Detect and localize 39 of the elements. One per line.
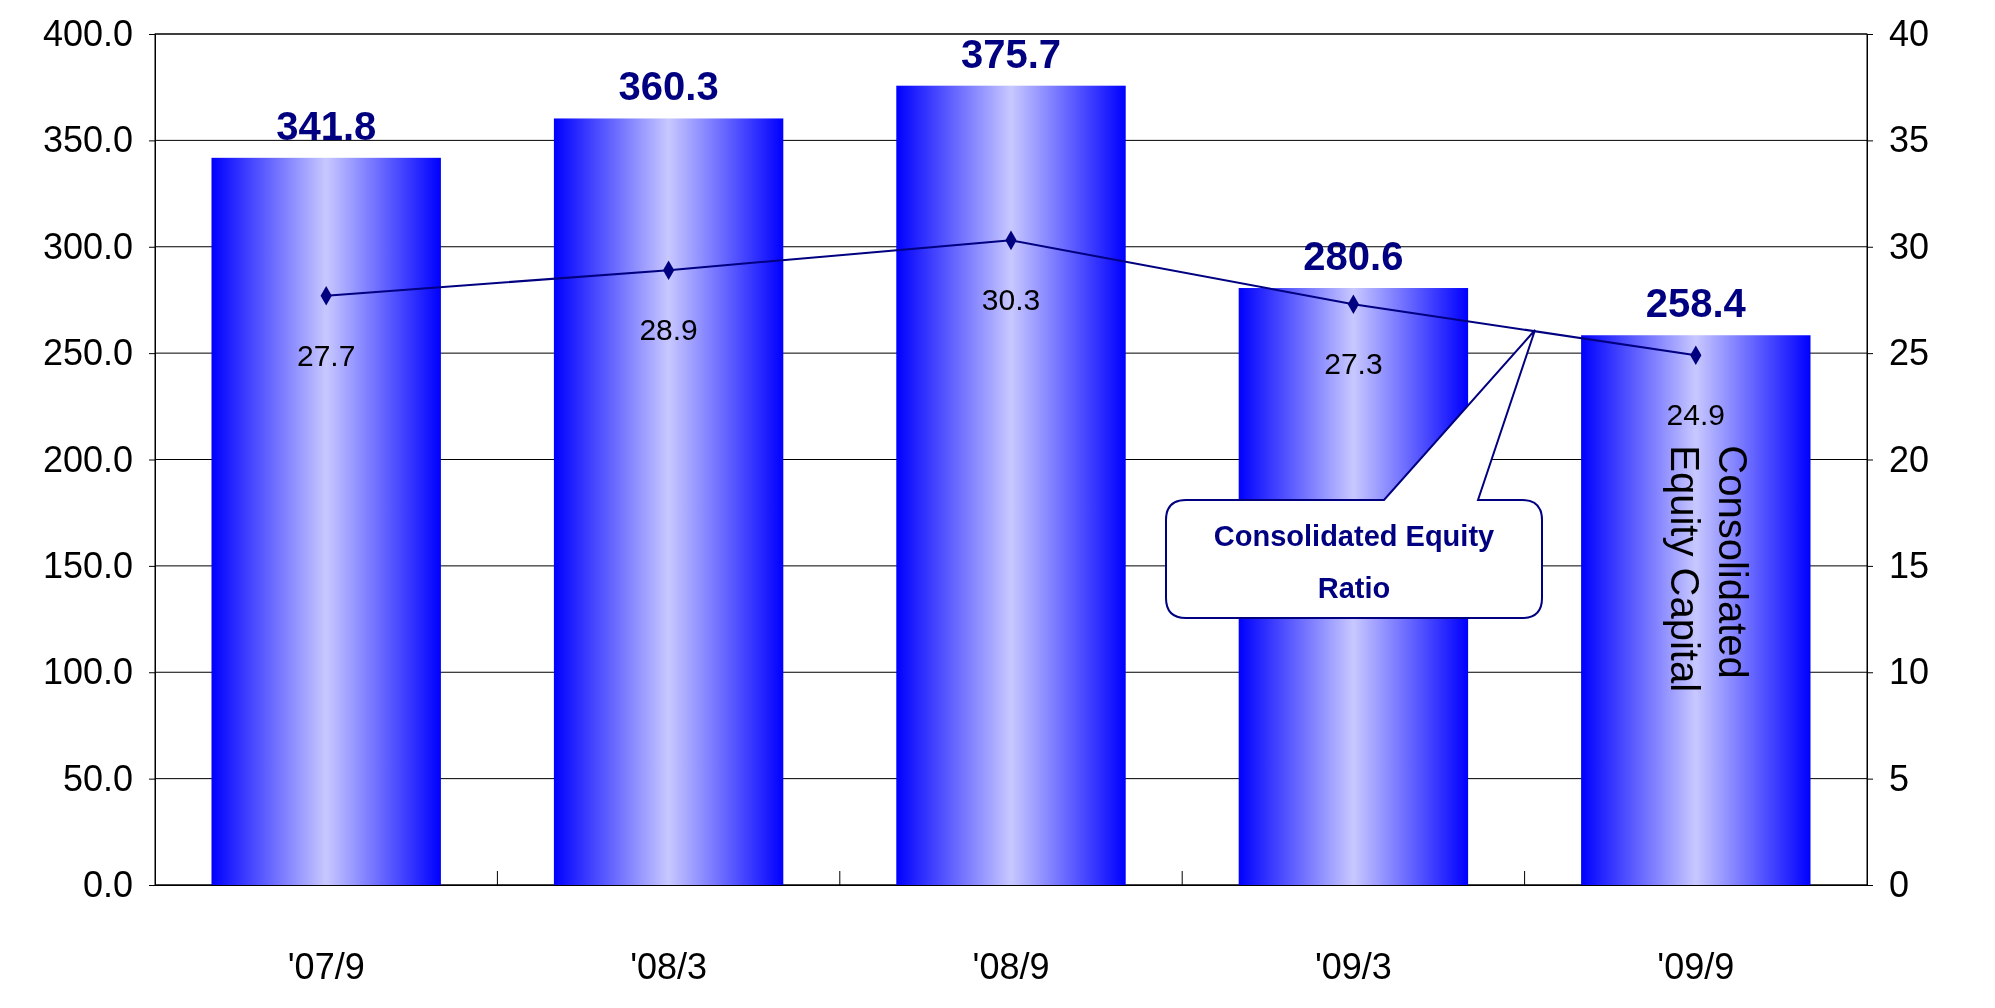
y-tick-label: 250.0 xyxy=(42,332,133,374)
y2-tick-label: 20 xyxy=(1889,438,1930,480)
series-label: Consolidated Equity Capital xyxy=(1662,445,1755,693)
x-tick-label: '07/9 xyxy=(287,945,365,987)
y2-tick-label: 30 xyxy=(1889,225,1930,267)
bar xyxy=(1581,335,1811,885)
data-label: 341.8 xyxy=(276,103,377,148)
data-label: 24.9 xyxy=(1666,398,1725,432)
y2-tick-label: 40 xyxy=(1889,13,1930,55)
y2-tick-label: 15 xyxy=(1889,544,1930,586)
y-tick-label: 150.0 xyxy=(42,544,133,586)
text: Consolidated Equity Ratio xyxy=(1213,520,1495,604)
y-tick-label: 100.0 xyxy=(42,651,133,693)
data-label: 27.7 xyxy=(297,338,356,372)
y2-tick-label: 35 xyxy=(1889,119,1930,161)
y2-tick-label: 10 xyxy=(1889,651,1930,693)
bar xyxy=(896,85,1126,885)
x-tick-label: '08/3 xyxy=(630,945,708,987)
y-tick-label: 0.0 xyxy=(82,864,133,906)
data-label: 360.3 xyxy=(618,64,719,109)
y2-tick-label: 25 xyxy=(1889,332,1930,374)
data-label: 258.4 xyxy=(1645,281,1747,326)
data-label: 28.9 xyxy=(639,313,698,347)
x-tick-label: '09/9 xyxy=(1657,945,1735,987)
y-tick-label: 400.0 xyxy=(42,13,133,55)
data-label: 280.6 xyxy=(1303,234,1404,279)
bar xyxy=(553,118,784,885)
y-tick-label: 350.0 xyxy=(42,119,133,161)
data-label: 27.3 xyxy=(1324,347,1383,381)
y-tick-label: 50.0 xyxy=(62,757,133,799)
x-tick-label: '08/9 xyxy=(972,945,1050,987)
data-label: 30.3 xyxy=(981,283,1041,317)
y2-tick-label: 5 xyxy=(1889,757,1910,799)
y-tick-label: 300.0 xyxy=(42,225,133,267)
bar xyxy=(211,157,441,885)
data-label: 375.7 xyxy=(960,31,1062,76)
y-tick-label: 200.0 xyxy=(42,438,133,480)
y2-tick-label: 0 xyxy=(1889,864,1910,906)
x-tick-label: '09/3 xyxy=(1314,945,1392,987)
